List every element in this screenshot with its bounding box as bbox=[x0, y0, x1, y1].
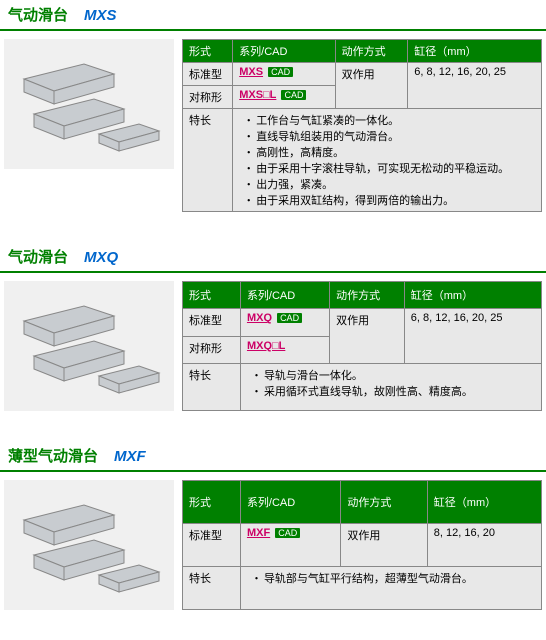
series-cell: MXS CAD bbox=[233, 63, 335, 86]
table-header: 系列/CAD bbox=[240, 282, 329, 309]
series-cell: MXQ□L bbox=[240, 336, 329, 363]
table-header: 系列/CAD bbox=[240, 481, 340, 524]
features-label: 特长 bbox=[183, 109, 233, 212]
action-cell: 双作用 bbox=[335, 63, 408, 109]
features-cell: 导轨部与气缸平行结构，超薄型气动滑台。 bbox=[240, 567, 541, 610]
series-cell: MXQ CAD bbox=[240, 309, 329, 336]
series-link[interactable]: MXQ bbox=[247, 312, 272, 324]
feature-item: 直线导轨组装用的气动滑台。 bbox=[243, 128, 535, 144]
spec-table: 形式系列/CAD动作方式缸径（mm）标准型MXF CAD双作用8, 12, 16… bbox=[182, 480, 542, 610]
product-image bbox=[4, 39, 174, 169]
series-link[interactable]: MXS□L bbox=[239, 89, 276, 101]
product-image bbox=[4, 281, 174, 411]
spec-table: 形式系列/CAD动作方式缸径（mm）标准型MXQ CAD双作用6, 8, 12,… bbox=[182, 281, 542, 411]
features-label: 特长 bbox=[183, 567, 241, 610]
features-row: 特长工作台与气缸紧凑的一体化。直线导轨组装用的气动滑台。高刚性，高精度。由于采用… bbox=[183, 109, 542, 212]
features-label: 特长 bbox=[183, 364, 241, 411]
cad-badge[interactable]: CAD bbox=[275, 528, 300, 538]
bore-cell: 8, 12, 16, 20 bbox=[427, 524, 541, 567]
feature-item: 高刚性，高精度。 bbox=[243, 144, 535, 160]
product-section: 气动滑台MXS 形式系列/CAD动作方式缸径（mm）标准型MXS CAD双作用6… bbox=[0, 0, 546, 212]
feature-item: 导轨与滑台一体化。 bbox=[251, 367, 535, 383]
product-image bbox=[4, 480, 174, 610]
section-content: 形式系列/CAD动作方式缸径（mm）标准型MXQ CAD双作用6, 8, 12,… bbox=[0, 281, 546, 411]
product-section: 气动滑台MXQ 形式系列/CAD动作方式缸径（mm）标准型MXQ CAD双作用6… bbox=[0, 242, 546, 411]
feature-item: 采用循环式直线导轨，故刚性高、精度高。 bbox=[251, 383, 535, 399]
table-row: 标准型MXF CAD双作用8, 12, 16, 20 bbox=[183, 524, 542, 567]
table-row: 标准型MXQ CAD双作用6, 8, 12, 16, 20, 25 bbox=[183, 309, 542, 336]
series-link[interactable]: MXS bbox=[239, 66, 263, 78]
table-header: 形式 bbox=[183, 481, 241, 524]
table-header: 形式 bbox=[183, 282, 241, 309]
series-cell: MXS□L CAD bbox=[233, 86, 335, 109]
section-title: 薄型气动滑台 MXF bbox=[0, 441, 546, 472]
feature-item: 由于采用双缸结构，得到两倍的输出力。 bbox=[243, 192, 535, 208]
series-link[interactable]: MXF bbox=[247, 527, 270, 539]
title-model: MXF bbox=[114, 448, 146, 465]
product-section: 薄型气动滑台MXF 形式系列/CAD动作方式缸径（mm）标准型MXF CAD双作… bbox=[0, 441, 546, 610]
features-row: 特长导轨部与气缸平行结构，超薄型气动滑台。 bbox=[183, 567, 542, 610]
action-cell: 双作用 bbox=[330, 309, 405, 364]
title-model: MXS bbox=[84, 7, 117, 24]
table-header: 缸径（mm） bbox=[408, 40, 542, 63]
action-cell: 双作用 bbox=[341, 524, 427, 567]
features-cell: 导轨与滑台一体化。采用循环式直线导轨，故刚性高、精度高。 bbox=[240, 364, 541, 411]
table-header: 动作方式 bbox=[341, 481, 427, 524]
table-header: 动作方式 bbox=[335, 40, 408, 63]
feature-item: 出力强，紧凑。 bbox=[243, 176, 535, 192]
type-cell: 标准型 bbox=[183, 63, 233, 86]
type-cell: 对称形 bbox=[183, 336, 241, 363]
features-row: 特长导轨与滑台一体化。采用循环式直线导轨，故刚性高、精度高。 bbox=[183, 364, 542, 411]
title-cn: 气动滑台 bbox=[8, 249, 68, 266]
feature-item: 导轨部与气缸平行结构，超薄型气动滑台。 bbox=[251, 570, 535, 586]
series-link[interactable]: MXQ□L bbox=[247, 340, 285, 352]
bore-cell: 6, 8, 12, 16, 20, 25 bbox=[408, 63, 542, 109]
cad-badge[interactable]: CAD bbox=[268, 67, 293, 77]
table-row: 标准型MXS CAD双作用6, 8, 12, 16, 20, 25 bbox=[183, 63, 542, 86]
type-cell: 对称形 bbox=[183, 86, 233, 109]
table-header: 系列/CAD bbox=[233, 40, 335, 63]
feature-item: 由于采用十字滚柱导轨，可实现无松动的平稳运动。 bbox=[243, 160, 535, 176]
type-cell: 标准型 bbox=[183, 309, 241, 336]
cad-badge[interactable]: CAD bbox=[277, 313, 302, 323]
table-header: 动作方式 bbox=[330, 282, 405, 309]
feature-item: 工作台与气缸紧凑的一体化。 bbox=[243, 112, 535, 128]
cad-badge[interactable]: CAD bbox=[281, 90, 306, 100]
title-cn: 气动滑台 bbox=[8, 7, 68, 24]
type-cell: 标准型 bbox=[183, 524, 241, 567]
spec-table: 形式系列/CAD动作方式缸径（mm）标准型MXS CAD双作用6, 8, 12,… bbox=[182, 39, 542, 212]
table-header: 缸径（mm） bbox=[427, 481, 541, 524]
section-title: 气动滑台 MXQ bbox=[0, 242, 546, 273]
title-model: MXQ bbox=[84, 249, 118, 266]
section-title: 气动滑台 MXS bbox=[0, 0, 546, 31]
section-content: 形式系列/CAD动作方式缸径（mm）标准型MXS CAD双作用6, 8, 12,… bbox=[0, 39, 546, 212]
table-header: 缸径（mm） bbox=[404, 282, 541, 309]
title-cn: 薄型气动滑台 bbox=[8, 448, 98, 465]
series-cell: MXF CAD bbox=[240, 524, 340, 567]
bore-cell: 6, 8, 12, 16, 20, 25 bbox=[404, 309, 541, 364]
features-cell: 工作台与气缸紧凑的一体化。直线导轨组装用的气动滑台。高刚性，高精度。由于采用十字… bbox=[233, 109, 542, 212]
section-content: 形式系列/CAD动作方式缸径（mm）标准型MXF CAD双作用8, 12, 16… bbox=[0, 480, 546, 610]
table-header: 形式 bbox=[183, 40, 233, 63]
